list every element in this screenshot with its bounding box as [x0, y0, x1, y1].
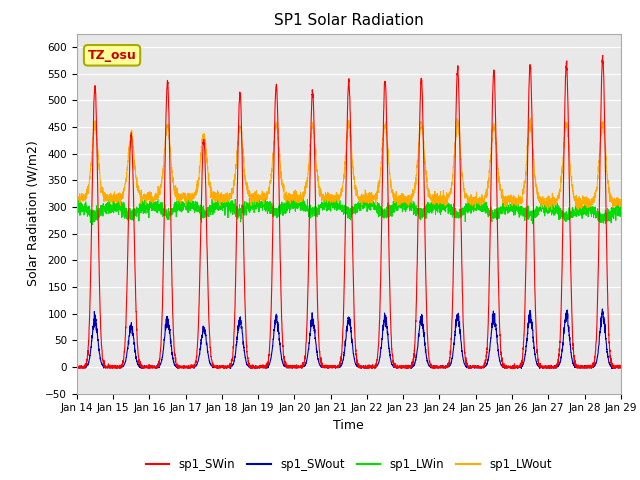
Line: sp1_SWout: sp1_SWout [77, 309, 621, 369]
sp1_SWin [412, 329, 419, 335]
sp1_LWout [402, 194, 410, 200]
sp1_LWout [412, 180, 419, 185]
sp1_LWout [548, 207, 556, 213]
sp1_LWout [617, 200, 625, 205]
sp1_LWin [566, 207, 573, 213]
sp1_SWout [225, 364, 232, 370]
sp1_SWin [402, 364, 410, 370]
sp1_SWin [565, 176, 573, 181]
Legend: sp1_SWin, sp1_SWout, sp1_LWin, sp1_LWout: sp1_SWin, sp1_SWout, sp1_LWin, sp1_LWout [141, 454, 557, 476]
sp1_SWout [565, 333, 573, 339]
sp1_LWout [225, 196, 232, 202]
sp1_SWout [73, 364, 81, 370]
Line: sp1_SWin: sp1_SWin [77, 55, 621, 369]
sp1_LWin [189, 206, 197, 212]
sp1_SWout [412, 358, 419, 364]
sp1_LWin [219, 192, 227, 198]
sp1_SWin [189, 363, 197, 369]
sp1_LWout [566, 153, 573, 159]
sp1_SWout [617, 363, 625, 369]
Line: sp1_LWin: sp1_LWin [77, 195, 621, 225]
sp1_SWin [109, 366, 116, 372]
sp1_LWin [412, 208, 419, 214]
sp1_SWin [599, 52, 607, 58]
sp1_SWin [617, 364, 625, 370]
sp1_LWout [73, 196, 81, 202]
Text: TZ_osu: TZ_osu [88, 49, 136, 62]
Line: sp1_LWout: sp1_LWout [77, 119, 621, 210]
sp1_SWout [251, 366, 259, 372]
sp1_LWin [89, 222, 97, 228]
sp1_LWout [527, 116, 534, 121]
sp1_SWin [617, 364, 625, 370]
sp1_SWout [617, 365, 625, 371]
sp1_LWin [617, 204, 625, 209]
X-axis label: Time: Time [333, 419, 364, 432]
sp1_LWin [225, 208, 233, 214]
sp1_SWin [73, 364, 81, 370]
sp1_LWin [402, 204, 410, 209]
sp1_LWin [73, 205, 81, 211]
sp1_SWout [189, 364, 197, 370]
Y-axis label: Solar Radiation (W/m2): Solar Radiation (W/m2) [27, 141, 40, 287]
sp1_SWout [402, 364, 410, 370]
sp1_SWin [225, 363, 233, 369]
Title: SP1 Solar Radiation: SP1 Solar Radiation [274, 13, 424, 28]
sp1_LWout [189, 195, 197, 201]
sp1_LWout [617, 200, 625, 205]
sp1_SWout [598, 306, 606, 312]
sp1_LWin [617, 207, 625, 213]
